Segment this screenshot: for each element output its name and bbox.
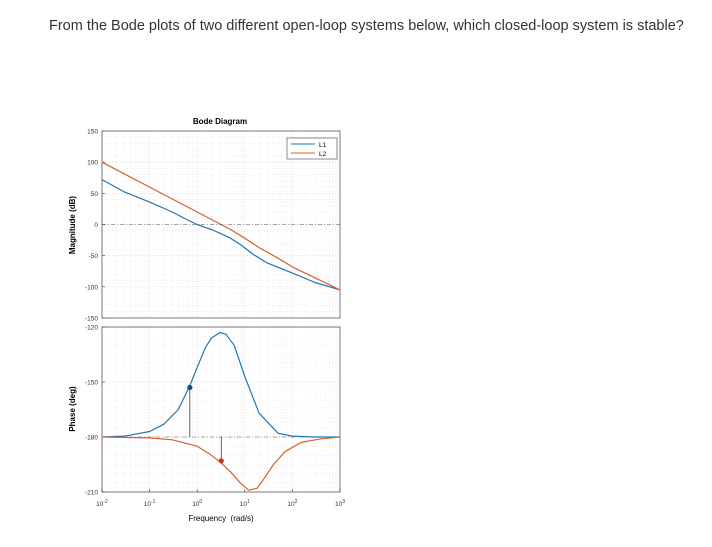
magnitude-ticks: -150 -100 -50 0 50 100 150 (85, 129, 105, 323)
y-tick-label: -150 (85, 380, 98, 387)
x-tick-label: 103 (335, 499, 345, 508)
phase-markers (187, 384, 224, 464)
phase-grid (102, 327, 340, 492)
phase-axes (101, 326, 341, 493)
phase-line-l1 (101, 331, 340, 438)
x-tick-label: 102 (287, 499, 297, 508)
question-text: From the Bode plots of two different ope… (49, 18, 684, 34)
y-tick-label: -50 (89, 253, 99, 260)
magnitude-ylabel: Magnitude (dB) (68, 196, 77, 255)
frequency-ticks: 10-2 10-1 100 101 102 103 (96, 489, 345, 508)
legend: L1 L2 (286, 137, 338, 160)
y-tick-label: -180 (85, 435, 98, 442)
x-tick-label: 100 (192, 499, 202, 508)
phase-line-l2 (101, 436, 341, 491)
phase-ylabel: Phase (deg) (68, 386, 77, 432)
x-tick-label: 10-1 (144, 499, 156, 508)
chart-title: Bode Diagram (193, 117, 247, 126)
x-tick-label: 10-2 (96, 499, 108, 508)
magnitude-line-l1 (101, 179, 341, 291)
y-tick-label: 150 (87, 129, 98, 136)
y-tick-label: -210 (85, 490, 98, 497)
y-tick-label: 50 (91, 191, 99, 198)
legend-label-l2: L2 (319, 151, 327, 158)
magnitude-lines (101, 161, 341, 291)
x-tick-label: 101 (240, 499, 250, 508)
y-tick-label: -150 (85, 316, 98, 323)
frequency-xlabel: Frequency (rad/s) (188, 514, 254, 523)
legend-label-l1: L1 (319, 142, 327, 149)
magnitude-line-l2 (101, 161, 341, 291)
y-tick-label: -120 (85, 325, 98, 332)
phase-lines (101, 331, 341, 491)
y-tick-label: 0 (94, 222, 98, 229)
y-tick-label: 100 (87, 160, 98, 167)
legend-box (286, 137, 338, 160)
marker-l2 (218, 458, 224, 464)
y-tick-label: -100 (85, 284, 98, 291)
marker-l1 (187, 384, 193, 391)
